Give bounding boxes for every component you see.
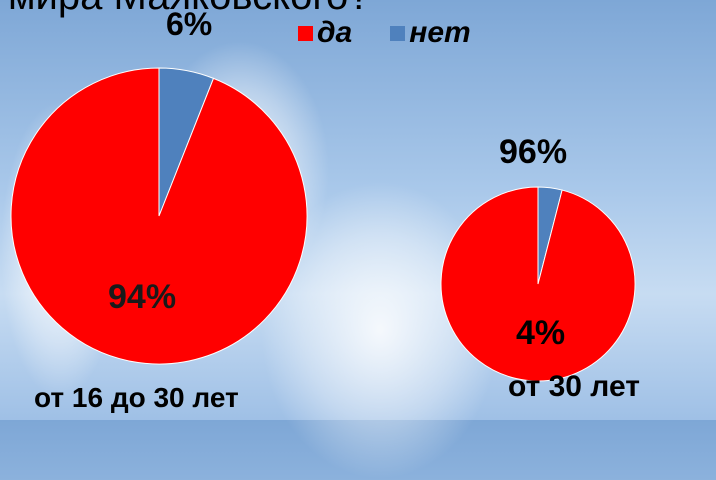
pie2-title: от 30 лет bbox=[508, 370, 640, 403]
legend-swatch-no bbox=[390, 25, 406, 41]
pie2-label-no: 4% bbox=[516, 314, 566, 352]
slide-title: мира Маяковского? bbox=[0, 0, 716, 19]
pie2-label-yes: 96% bbox=[499, 133, 568, 171]
pie1-label-no: 6% bbox=[166, 6, 213, 42]
legend-label-no: нет bbox=[409, 16, 471, 49]
pie1-title: от 16 до 30 лет bbox=[34, 382, 239, 413]
pie2-slice-yes bbox=[440, 186, 636, 382]
legend-swatch-yes bbox=[298, 25, 313, 41]
legend-item-yes: да bbox=[298, 16, 352, 50]
pie1-slice-yes bbox=[10, 67, 308, 365]
legend-item-no: нет bbox=[390, 16, 471, 50]
chart-legend: да нет bbox=[298, 16, 471, 50]
pie-charts bbox=[10, 67, 636, 382]
pie1-label-yes: 94% bbox=[108, 278, 177, 316]
legend-label-yes: да bbox=[317, 16, 353, 49]
